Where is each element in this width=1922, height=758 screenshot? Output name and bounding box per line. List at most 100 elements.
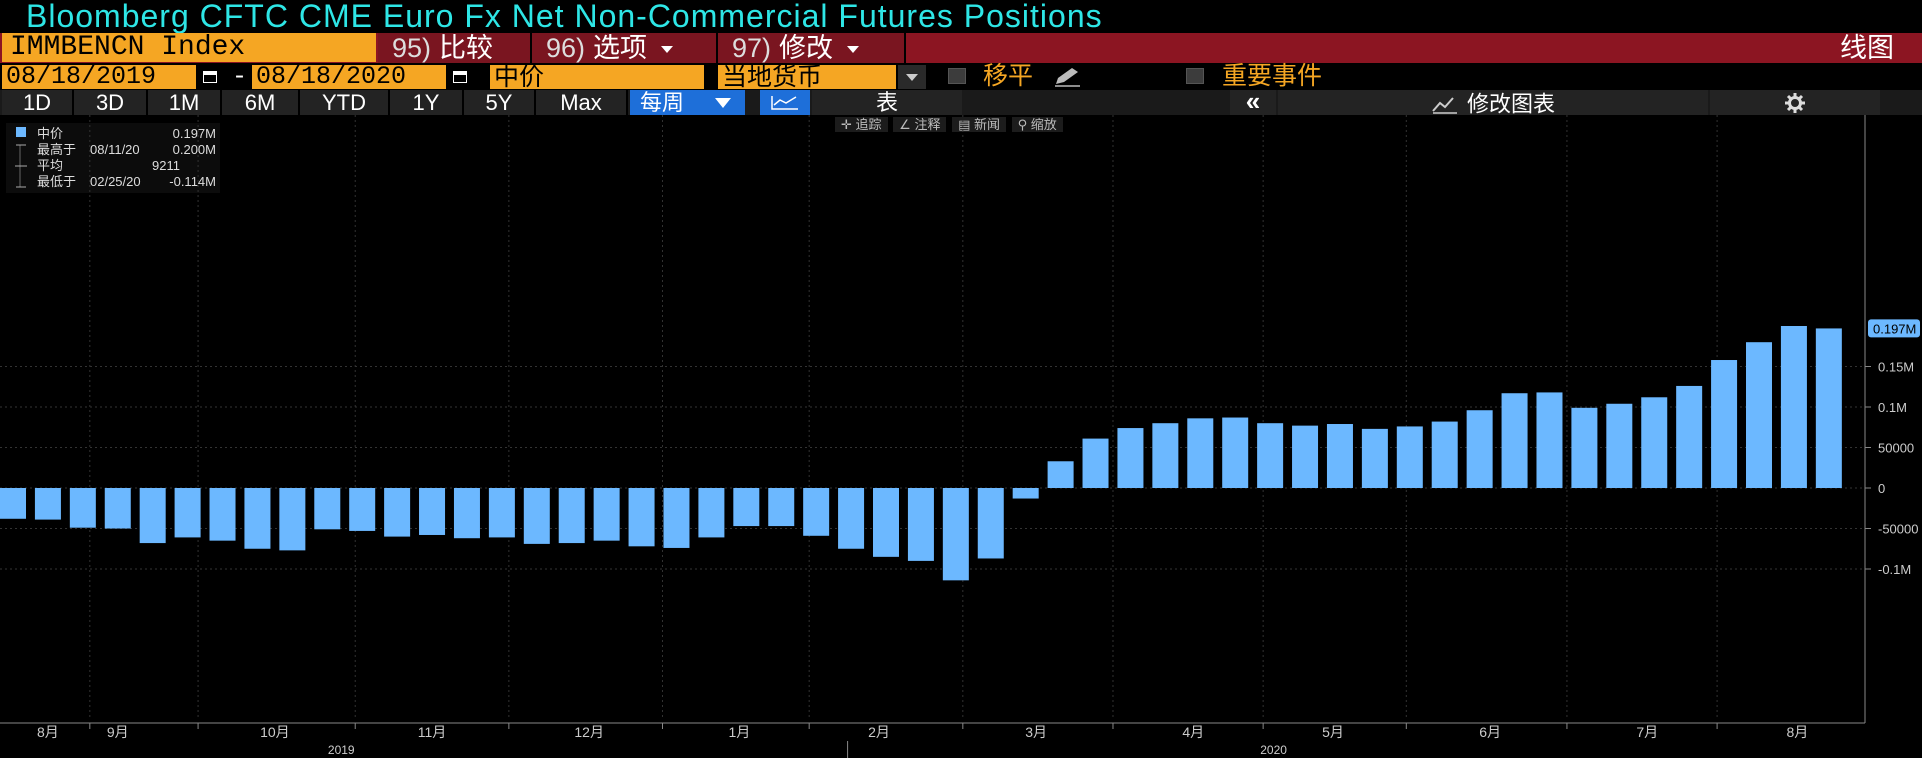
period-1m[interactable]: 1M <box>148 90 222 115</box>
bar <box>1431 421 1458 488</box>
legend-high-value: 0.200M <box>172 142 216 157</box>
legend-high-label: 最高于 <box>37 142 77 157</box>
legend-series-swatch <box>16 127 26 137</box>
bar <box>419 488 446 535</box>
compare-button[interactable]: 95) 比较 <box>378 33 532 63</box>
options-num: 96) <box>546 33 586 63</box>
bar <box>1396 426 1423 488</box>
bar <box>1746 342 1772 488</box>
bar <box>1780 326 1807 488</box>
legend-series-value: 0.197M <box>172 126 216 141</box>
edit-button[interactable]: 97) 修改 <box>718 33 906 63</box>
x-month-label: 1月 <box>728 724 750 740</box>
bar <box>1257 423 1284 488</box>
crosshair-tool-label: 追踪 <box>855 117 882 132</box>
period-1y[interactable]: 1Y <box>390 90 464 115</box>
bar <box>1501 393 1528 488</box>
bar <box>0 488 26 519</box>
table-button[interactable]: 表 <box>812 90 962 115</box>
period-6m[interactable]: 6M <box>222 90 300 115</box>
news-tool[interactable]: ▤ 新闻 <box>952 117 1006 132</box>
x-month-label: 12月 <box>574 724 604 740</box>
date-separator: - <box>232 62 248 91</box>
period-max[interactable]: Max <box>536 90 628 115</box>
annotate-tool-label: 注释 <box>914 117 941 132</box>
zoom-tool[interactable]: ⚲ 缩放 <box>1011 117 1063 132</box>
x-month-label: 11月 <box>418 724 447 740</box>
bar <box>1012 488 1039 499</box>
events-checkbox[interactable] <box>1186 68 1204 84</box>
bar <box>1815 328 1842 488</box>
bar <box>558 488 585 544</box>
bar <box>1117 428 1144 488</box>
calendar-icon[interactable] <box>449 66 471 88</box>
bar <box>1047 461 1074 488</box>
shift-checkbox[interactable] <box>948 68 966 84</box>
bar <box>244 488 271 549</box>
period-1d[interactable]: 1D <box>2 90 74 115</box>
bar <box>34 488 61 520</box>
ticker-field[interactable]: IMMBENCN Index <box>2 33 376 62</box>
x-year-label: 2019 <box>328 743 355 757</box>
options-button[interactable]: 96) 选项 <box>532 33 718 63</box>
x-month-label: 3月 <box>1025 724 1047 740</box>
annotate-tool[interactable]: ∠ 注释 <box>893 117 947 132</box>
x-month-label: 5月 <box>1322 724 1344 740</box>
legend-low-date: 02/25/20 <box>90 174 141 189</box>
zoom-tool-label: 缩放 <box>1030 117 1057 132</box>
x-month-label: 4月 <box>1182 724 1204 740</box>
shift-label: 移平 <box>983 62 1034 90</box>
chevron-down-icon <box>661 46 674 54</box>
chart-tools: ✛ 追踪 ∠ 注释 ▤ 新闻 ⚲ 缩放 <box>835 116 1065 134</box>
bar <box>1082 438 1109 488</box>
period-ytd[interactable]: YTD <box>300 90 390 115</box>
bar-chart[interactable]: 0.15M 0.1M 50000 0 -50000 -0.1M 0.197M 8月 9月 10月 1… <box>0 115 1922 758</box>
edit-chart-label: 修改图表 <box>1466 91 1555 117</box>
bar <box>349 488 376 531</box>
period-3d[interactable]: 3D <box>74 90 148 115</box>
bar <box>977 488 1004 559</box>
events-label: 重要事件 <box>1222 62 1323 90</box>
legend-low-value: -0.114M <box>169 174 216 189</box>
chevron-down-icon <box>847 46 860 54</box>
frequency-label: 每周 <box>640 90 685 115</box>
bar <box>453 488 480 539</box>
legend-high-date: 08/11/20 <box>90 142 140 157</box>
calendar-icon[interactable] <box>199 66 221 88</box>
bar <box>384 488 411 537</box>
edit-chart-button[interactable]: 修改图表 <box>1278 90 1708 117</box>
bar <box>139 488 166 544</box>
bar <box>1326 424 1353 488</box>
pencil-icon[interactable] <box>1052 66 1084 88</box>
y-tick-label: 0.1M <box>1878 400 1907 415</box>
y-tick-label: -50000 <box>1878 522 1918 537</box>
legend-low-label: 最低于 <box>37 174 77 189</box>
x-month-label: 6月 <box>1479 724 1501 740</box>
x-month-label: 9月 <box>107 724 129 740</box>
end-date-field[interactable]: 08/18/2020 <box>252 64 446 89</box>
line-chart-label[interactable]: 线图 <box>1840 33 1894 63</box>
gear-icon <box>1785 92 1805 113</box>
legend-panel: 中价 0.197M 最高于 08/11/20 0.200M 平均 9211 最低… <box>6 123 220 193</box>
options-label: 选项 <box>593 33 648 63</box>
collapse-double-chevron-icon[interactable]: « <box>1230 88 1276 115</box>
period-5y[interactable]: 5Y <box>464 90 536 115</box>
chevron-down-icon[interactable] <box>898 65 926 89</box>
start-date-field[interactable]: 08/18/2019 <box>2 64 196 89</box>
x-month-label: 8月 <box>37 724 59 740</box>
frequency-select[interactable]: 每周 <box>630 90 745 115</box>
bar <box>209 488 236 541</box>
bar <box>69 488 96 528</box>
compare-label: 比较 <box>439 33 494 63</box>
last-value-tag <box>1868 319 1920 338</box>
x-year-label: 2020 <box>1260 743 1287 757</box>
bar <box>279 488 306 551</box>
settings-button[interactable] <box>1710 90 1880 115</box>
field-select[interactable]: 中价 <box>490 65 704 90</box>
line-style-button[interactable] <box>760 90 810 115</box>
chart-edit-icon <box>1432 97 1457 114</box>
crosshair-tool[interactable]: ✛ 追踪 <box>835 117 888 132</box>
bar <box>488 488 515 538</box>
currency-select[interactable]: 当地货币 <box>718 65 896 90</box>
x-month-label: 10月 <box>260 724 290 740</box>
